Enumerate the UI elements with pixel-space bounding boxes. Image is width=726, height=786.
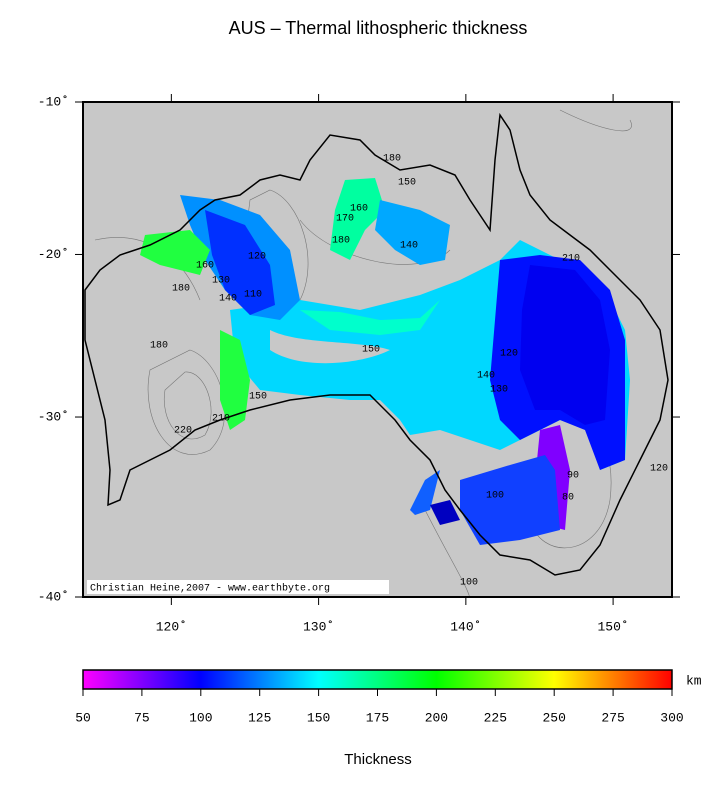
colorbar-unit: km — [686, 673, 702, 688]
colorbar — [82, 669, 673, 690]
contour-label: 210 — [562, 254, 580, 265]
coastline — [84, 112, 669, 576]
map-area: 180 150 170 160 180 140 120 160 130 140 … — [83, 102, 672, 597]
contour-label: 90 — [567, 471, 579, 482]
contour-label: 120 — [650, 464, 668, 475]
contour-label: 160 — [350, 204, 368, 215]
contour-label: 80 — [562, 493, 574, 504]
contour-label: 140 — [400, 241, 418, 252]
lon-tick-label: 140˚ — [450, 619, 481, 634]
colorbar-tick-label: 50 — [75, 710, 91, 725]
colorbar-tick-label: 200 — [425, 710, 448, 725]
contour-label: 160 — [196, 261, 214, 272]
contour-label: 210 — [212, 414, 230, 425]
lon-tick-label: 130˚ — [303, 619, 334, 634]
colorbar-tick-label: 275 — [601, 710, 624, 725]
colorbar-tick-label: 100 — [189, 710, 212, 725]
colorbar-label: Thickness — [344, 751, 412, 768]
lon-tick-label: 150˚ — [597, 619, 628, 634]
colorbar-tick-label: 150 — [307, 710, 330, 725]
lat-tick-label: -40˚ — [38, 589, 69, 604]
colorbar-tick-label: 125 — [248, 710, 271, 725]
contour-label: 140 — [219, 294, 237, 305]
contour-label: 180 — [150, 341, 168, 352]
lat-tick-label: -20˚ — [38, 247, 69, 262]
contour-label: 180 — [172, 284, 190, 295]
contour-label: 180 — [383, 154, 401, 165]
title: AUS – Thermal lithospheric thickness — [229, 18, 528, 38]
contour-label: 100 — [460, 578, 478, 589]
colorbar-tick-label: 225 — [484, 710, 507, 725]
contour-label: 120 — [248, 252, 266, 263]
lat-tick-label: -10˚ — [38, 94, 69, 109]
contour-label: 110 — [244, 290, 262, 301]
contour-label: 150 — [398, 178, 416, 189]
contour-label: 150 — [249, 392, 267, 403]
contour-label: 130 — [490, 385, 508, 396]
contour-labels: 180 150 170 160 180 140 120 160 130 140 … — [150, 154, 668, 589]
map-frame — [82, 101, 673, 598]
credit-box — [87, 580, 389, 594]
contour-label: 120 — [500, 349, 518, 360]
colorbar-tick-label: 75 — [134, 710, 150, 725]
contour-label: 130 — [212, 276, 230, 287]
colorbar-tick-label: 300 — [660, 710, 683, 725]
colorbar-tick-label: 250 — [542, 710, 565, 725]
credit: Christian Heine,2007 - www.earthbyte.org — [90, 583, 330, 595]
lat-tick-label: -30˚ — [38, 409, 69, 424]
contour-label: 150 — [362, 345, 380, 356]
contour-label: 180 — [332, 236, 350, 247]
contour-label: 170 — [336, 214, 354, 225]
colorbar-tick-label: 175 — [366, 710, 389, 725]
lon-tick-label: 120˚ — [156, 619, 187, 634]
contour-label: 220 — [174, 426, 192, 437]
thickness-field — [140, 178, 630, 545]
contour-label: 140 — [477, 371, 495, 382]
contour-label: 100 — [486, 491, 504, 502]
